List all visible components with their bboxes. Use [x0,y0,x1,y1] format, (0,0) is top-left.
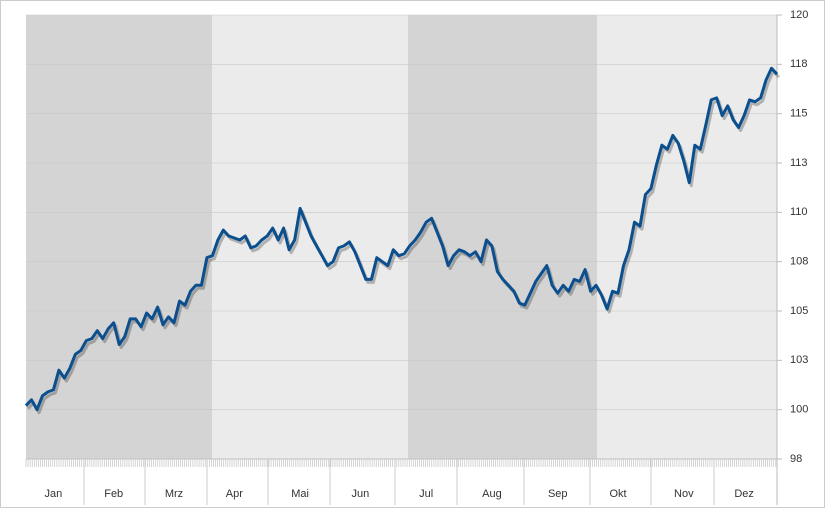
line-shadow [26,69,781,415]
x-tick-label: Apr [226,488,243,500]
x-tick-label: Nov [674,488,694,500]
x-tick-label: Dez [734,488,754,500]
quarter-band [408,15,597,459]
x-tick-label: Okt [609,488,626,500]
y-tick-label: 98 [790,453,802,465]
x-tick-label: Feb [104,488,123,500]
x-tick-label: Jul [419,488,433,500]
y-tick-label: 110 [790,206,808,218]
quarter-band [597,15,777,459]
y-tick-label: 113 [790,157,808,169]
y-tick-label: 118 [790,58,808,70]
y-tick-label: 105 [790,305,808,317]
y-tick-label: 108 [790,256,808,268]
quarter-band [26,15,212,459]
x-tick-label: Jan [45,488,63,500]
y-tick-label: 115 [790,108,808,120]
x-tick-label: Mrz [165,488,183,500]
y-tick-label: 120 [790,9,808,21]
y-tick-label: 100 [790,404,808,416]
y-tick-label: 103 [790,354,808,366]
x-tick-label: Sep [548,488,568,500]
minor-ticks [25,459,777,467]
x-tick-label: Mai [291,488,309,500]
x-tick-label: Aug [482,488,502,500]
x-tick-label: Jun [352,488,370,500]
line [24,66,779,412]
